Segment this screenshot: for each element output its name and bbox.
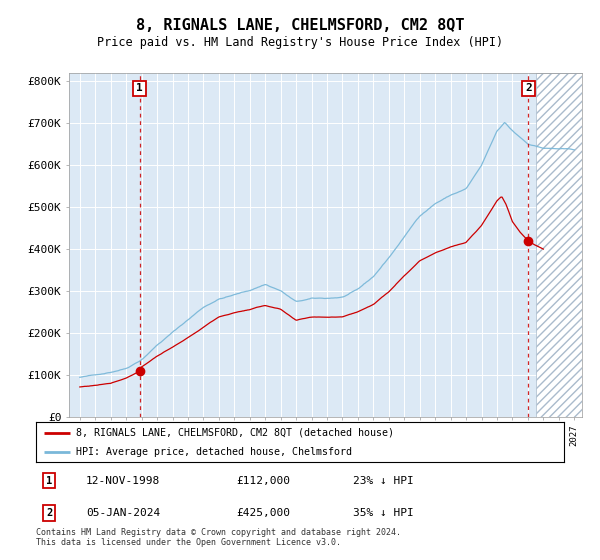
Text: Price paid vs. HM Land Registry's House Price Index (HPI): Price paid vs. HM Land Registry's House …	[97, 36, 503, 49]
Bar	[536, 73, 582, 417]
Text: £112,000: £112,000	[236, 475, 290, 486]
Text: HPI: Average price, detached house, Chelmsford: HPI: Average price, detached house, Chel…	[76, 447, 352, 457]
Text: 12-NOV-1998: 12-NOV-1998	[86, 475, 160, 486]
Text: 8, RIGNALS LANE, CHELMSFORD, CM2 8QT: 8, RIGNALS LANE, CHELMSFORD, CM2 8QT	[136, 18, 464, 32]
Text: £425,000: £425,000	[236, 508, 290, 518]
Text: 35% ↓ HPI: 35% ↓ HPI	[353, 508, 413, 518]
Text: 8, RIGNALS LANE, CHELMSFORD, CM2 8QT (detached house): 8, RIGNALS LANE, CHELMSFORD, CM2 8QT (de…	[76, 428, 394, 438]
Text: 1: 1	[136, 83, 143, 94]
Text: 05-JAN-2024: 05-JAN-2024	[86, 508, 160, 518]
Text: 1: 1	[46, 475, 52, 486]
Text: 23% ↓ HPI: 23% ↓ HPI	[353, 475, 413, 486]
Text: 2: 2	[525, 83, 532, 94]
Text: Contains HM Land Registry data © Crown copyright and database right 2024.
This d: Contains HM Land Registry data © Crown c…	[36, 528, 401, 548]
Text: 2: 2	[46, 508, 52, 518]
